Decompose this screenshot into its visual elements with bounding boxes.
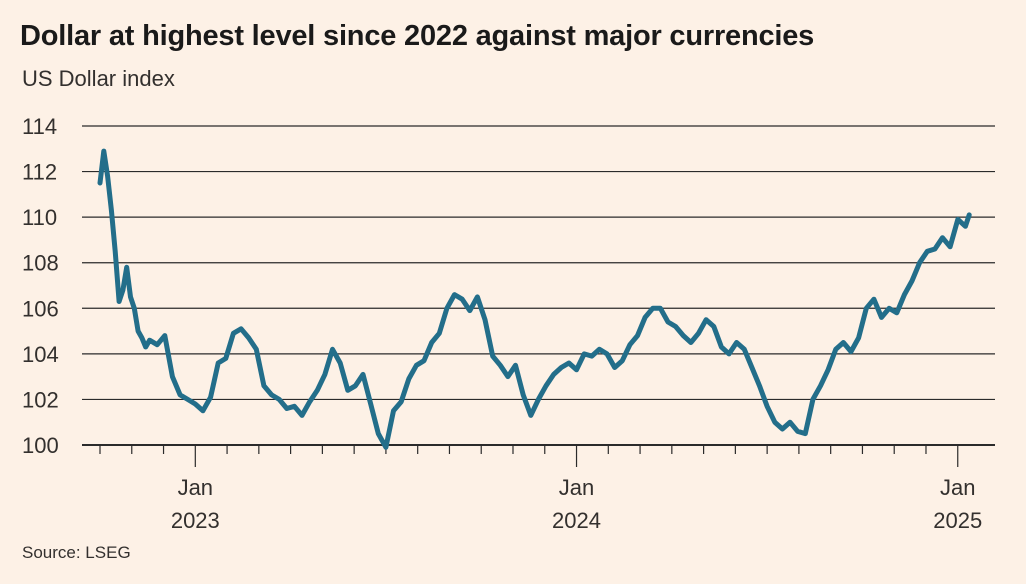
series-line-usd-index bbox=[97, 148, 972, 450]
x-tick-month-2025: Jan bbox=[940, 475, 975, 500]
y-tick-label-108: 108 bbox=[22, 251, 59, 276]
y-tick-label-100: 100 bbox=[22, 433, 59, 458]
y-tick-label-110: 110 bbox=[22, 205, 57, 230]
chart-title: Dollar at highest level since 2022 again… bbox=[20, 20, 815, 52]
x-tick-year-2024: 2024 bbox=[552, 508, 601, 533]
y-tick-label-102: 102 bbox=[22, 387, 59, 412]
chart-subtitle: US Dollar index bbox=[22, 66, 175, 91]
x-tick-month-2023: Jan bbox=[178, 475, 213, 500]
series-layer bbox=[97, 148, 972, 450]
y-tick-label-106: 106 bbox=[22, 296, 59, 321]
y-tick-label-112: 112 bbox=[22, 160, 57, 185]
x-axis-ticks: Jan 2023 Jan 2024 Jan 2025 bbox=[99, 445, 982, 533]
grid-lines bbox=[82, 125, 995, 446]
y-axis-ticks: 100 102 104 106 108 110 112 114 bbox=[22, 114, 59, 458]
chart-source: Source: LSEG bbox=[22, 543, 131, 562]
x-tick-year-2025: 2025 bbox=[933, 508, 982, 533]
x-tick-year-2023: 2023 bbox=[171, 508, 220, 533]
x-tick-month-2024: Jan bbox=[559, 475, 594, 500]
y-tick-label-104: 104 bbox=[22, 342, 59, 367]
y-tick-label-114: 114 bbox=[22, 114, 57, 139]
